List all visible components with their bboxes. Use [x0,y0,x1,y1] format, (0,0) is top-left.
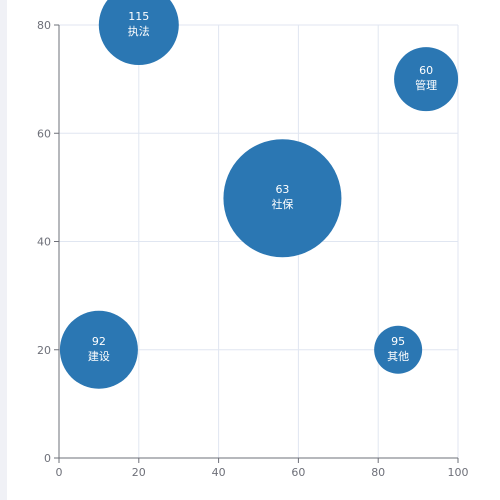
y-tick-label: 80 [37,19,51,32]
bubble-circle[interactable] [394,47,459,112]
y-tick-label: 60 [37,127,51,140]
bubble-circle[interactable] [98,0,179,65]
bubble-category-label: 管理 [415,78,437,92]
axes: 0 20 40 60 80 0 20 40 60 80 100 [37,19,469,479]
y-tick-label: 0 [44,452,51,465]
x-tick-label: 0 [56,466,63,479]
x-tick-label: 80 [371,466,385,479]
bubble-circle[interactable] [223,139,342,258]
bubble[interactable]: 95 其他 [374,325,423,374]
left-panel-strip [0,0,7,500]
x-tick-label: 60 [291,466,305,479]
bubble-value-label: 92 [92,335,106,348]
bubble-value-label: 115 [128,10,149,23]
bubble-circle[interactable] [374,325,423,374]
bubble-category-label: 建设 [88,349,110,363]
bubble-category-label: 社保 [271,197,293,211]
bubble-circle[interactable] [59,310,138,389]
bubble-category-label: 其他 [387,350,409,363]
x-tick-label: 20 [132,466,146,479]
y-tick-label: 40 [37,236,51,249]
bubble-category-label: 执法 [128,24,150,38]
bubble-value-label: 95 [391,335,405,348]
y-tick-label: 20 [37,344,51,357]
bubble-value-label: 63 [275,183,289,196]
x-tick-label: 40 [212,466,226,479]
x-tick-label: 100 [448,466,469,479]
bubble-value-label: 60 [419,64,433,77]
